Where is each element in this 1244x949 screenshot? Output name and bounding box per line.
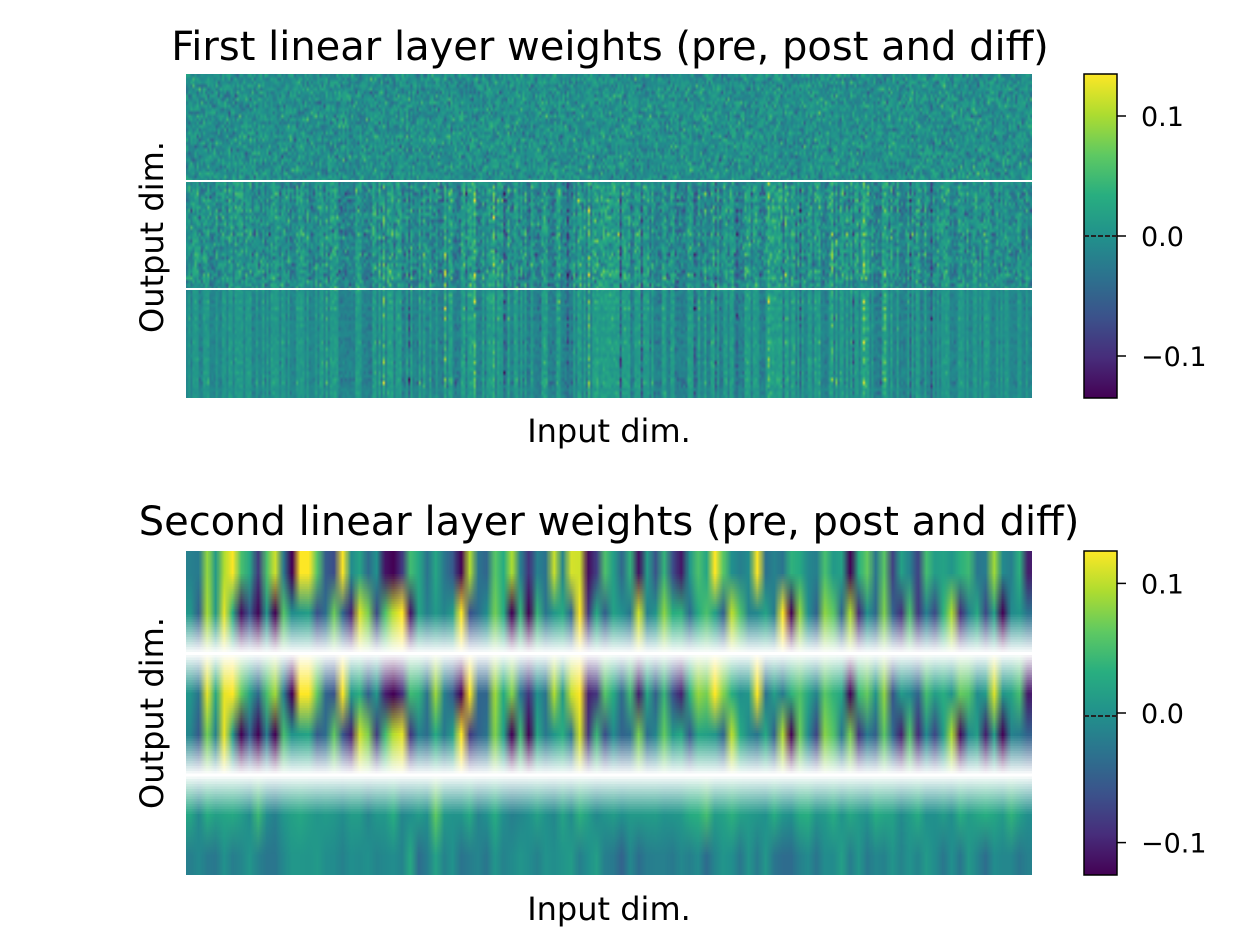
panel-first-layer: First linear layer weights (pre, post an… bbox=[133, 24, 1207, 450]
y-axis-label: Output dim. bbox=[133, 617, 171, 809]
colorbar-gradient bbox=[1083, 550, 1118, 876]
chart-title: First linear layer weights (pre, post an… bbox=[171, 24, 1049, 70]
colorbar-tick-label: 0.0 bbox=[1141, 699, 1184, 730]
colorbar-first-layer: −0.1 0.0 0.1 bbox=[1083, 73, 1207, 399]
colorbar-tick-label: 0.1 bbox=[1141, 102, 1184, 133]
colorbar-tick-label: 0.0 bbox=[1141, 222, 1184, 253]
colorbar-ticks: −0.1 0.0 0.1 bbox=[1117, 569, 1207, 860]
heatmap-first-layer bbox=[186, 74, 1032, 398]
colorbar-tick-label: −0.1 bbox=[1141, 829, 1207, 860]
x-axis-label: Input dim. bbox=[527, 890, 691, 928]
chart-title: Second linear layer weights (pre, post a… bbox=[139, 499, 1080, 545]
colorbar-ticks: −0.1 0.0 0.1 bbox=[1117, 102, 1207, 373]
colorbar-second-layer: −0.1 0.0 0.1 bbox=[1083, 550, 1207, 876]
panel-second-layer: Second linear layer weights (pre, post a… bbox=[133, 499, 1207, 928]
y-axis-label: Output dim. bbox=[133, 141, 171, 333]
heatmap-image-first-layer bbox=[186, 74, 1032, 398]
x-axis-label: Input dim. bbox=[527, 412, 691, 450]
colorbar-tick-label: −0.1 bbox=[1141, 342, 1207, 373]
heatmap-second-layer bbox=[186, 551, 1032, 875]
heatmap-image-second-layer bbox=[186, 551, 1032, 875]
colorbar-tick-label: 0.1 bbox=[1141, 569, 1184, 600]
